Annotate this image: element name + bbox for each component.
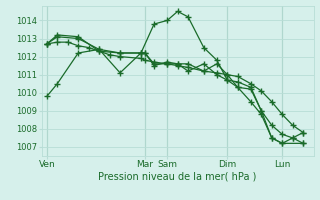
X-axis label: Pression niveau de la mer( hPa ): Pression niveau de la mer( hPa ) <box>99 172 257 182</box>
